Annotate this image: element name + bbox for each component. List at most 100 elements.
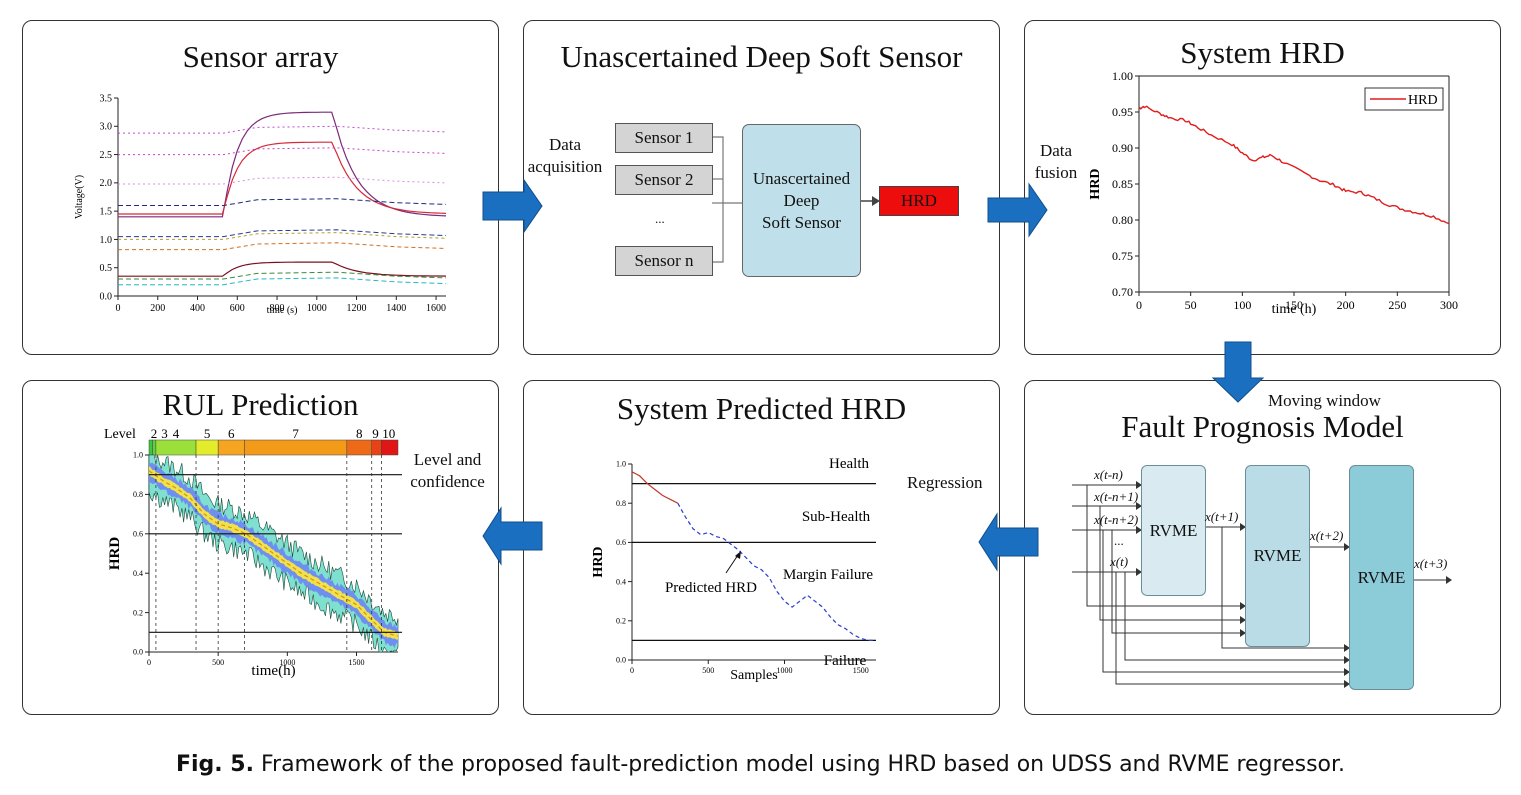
panel-title: Unascertained Deep Soft Sensor [560, 39, 963, 74]
sensor-2-box: Sensor 2 [615, 165, 713, 195]
x-tick-label: 300 [1440, 298, 1458, 312]
x-axis-label: time (h) [1272, 302, 1317, 317]
label-line: Data [1039, 141, 1073, 160]
x-tick-label: 1200 [347, 303, 367, 314]
input-label-t-n1: x(t-n+1) [1094, 489, 1139, 504]
label-line: Data [548, 135, 582, 154]
predicted-series-line [677, 502, 876, 641]
x-tick-label: 50 [1185, 298, 1197, 312]
data-acquisition-label: Data acquisition [520, 134, 610, 178]
input-label-t-n: x(t-n) [1094, 467, 1123, 482]
zone-label: Failure [824, 653, 867, 669]
y-tick-label: 1.0 [133, 451, 143, 460]
level-number: 8 [356, 426, 363, 441]
y-tick-label: 0.80 [1112, 213, 1133, 227]
udss-model-line-2: Deep [783, 190, 820, 210]
x-axis-label: time(h) [251, 663, 295, 679]
y-tick-label: 0.4 [616, 577, 626, 586]
y-tick-label: 0.5 [100, 263, 113, 274]
y-tick-label: 0.75 [1112, 249, 1133, 263]
x-tick-label: 250 [1388, 298, 1406, 312]
sensor-ellipsis: ... [655, 211, 665, 226]
rvme-block-1: RVME [1141, 465, 1206, 596]
x-tick-label: 150 [1285, 298, 1303, 312]
predicted-pointer [725, 554, 739, 574]
label-line: acquisition [527, 157, 603, 176]
level-segment [381, 439, 399, 456]
y-tick-label: 0.70 [1112, 285, 1133, 299]
x-tick-label: 200 [1337, 298, 1355, 312]
label-line: confidence [410, 472, 485, 491]
x-tick-label: 800 [270, 303, 285, 314]
x-axis-label: Samples [730, 668, 777, 683]
y-tick-label: 0.95 [1112, 105, 1133, 119]
y-tick-label: 1.5 [100, 206, 113, 217]
panel-title: Fault Prognosis Model [1121, 409, 1404, 444]
level-number: 4 [173, 426, 180, 441]
sensor-baseline [118, 271, 447, 280]
udss-model-line-1: Unascertained [752, 168, 851, 188]
predicted-series-line [631, 471, 679, 504]
x-axis-label: time (s) [267, 305, 298, 316]
y-tick-label: 0.90 [1112, 141, 1133, 155]
y-tick-label: 2.5 [100, 150, 113, 161]
y-tick-label: 3.0 [100, 122, 113, 133]
sensor-voltage-chart: 0 200 400 600 800 1000 1200 1400 1600 0.0 0.5 1.0 1.… [74, 93, 447, 316]
x-tick-label: 0 [147, 658, 151, 667]
y-tick-label: 0.6 [133, 529, 143, 538]
x-tick-label: 1000 [279, 658, 295, 667]
level-number: 7 [292, 426, 299, 441]
level-number: 6 [228, 426, 235, 441]
x-tick-label: 1500 [349, 658, 365, 667]
y-tick-label: 1.0 [616, 460, 626, 469]
sensor-1-box: Sensor 1 [615, 123, 713, 153]
arrow-right-1 [482, 178, 543, 234]
udss-model-box: Unascertained Deep Soft Sensor [742, 124, 861, 277]
level-confidence-label: Level and confidence [400, 449, 495, 493]
y-tick-label: 3.5 [100, 93, 113, 104]
x-tick-label: 200 [150, 303, 165, 314]
y-tick-label: 0.85 [1112, 177, 1133, 191]
y-tick-label: 0.0 [133, 648, 143, 657]
sensor-baseline [118, 242, 447, 251]
sensor-curve [118, 261, 447, 277]
y-tick-label: 1.00 [1112, 69, 1133, 83]
output-label-t2: x(t+2) [1310, 528, 1344, 543]
panel-title: Sensor array [182, 39, 339, 74]
y-tick-label: 0.4 [133, 569, 143, 578]
panel-title: RUL Prediction [162, 387, 359, 422]
output-label-t1: x(t+1) [1205, 509, 1239, 524]
panel-title: System HRD [1180, 35, 1345, 70]
rul-mean-line [148, 470, 399, 637]
sensor-baseline [118, 277, 447, 286]
level-number: 2 [151, 426, 158, 441]
arrow-right-2 [987, 182, 1048, 238]
y-tick-label: 2.0 [100, 178, 113, 189]
y-axis-label: HRD [107, 537, 123, 571]
regression-label: Regression [907, 473, 983, 492]
hrd-series-line [1138, 105, 1450, 225]
zone-label: Health [829, 456, 869, 472]
sensor-curve [118, 141, 447, 215]
zone-label: Margin Failure [783, 567, 873, 583]
panel-title: System Predicted HRD [616, 391, 907, 426]
level-number: 3 [161, 426, 168, 441]
sensor-baseline [118, 198, 447, 206]
y-axis-label: HRD [1088, 168, 1103, 199]
predicted-pointer-head [735, 551, 741, 559]
x-tick-label: 1600 [426, 303, 446, 314]
level-number: 10 [382, 426, 395, 441]
x-tick-label: 500 [212, 658, 224, 667]
caption-text: Framework of the proposed fault-predicti… [260, 752, 1346, 777]
hrd-output-box: HRD [879, 186, 959, 216]
input-label-t-n2: x(t-n+2) [1094, 512, 1139, 527]
sensor-n-box: Sensor n [615, 246, 713, 276]
udss-model-line-3: Soft Sensor [762, 212, 841, 232]
x-tick-label: 600 [230, 303, 245, 314]
y-axis-label: HRD [591, 546, 606, 577]
x-tick-label: 400 [190, 303, 205, 314]
zone-label: Sub-Health [802, 509, 871, 525]
